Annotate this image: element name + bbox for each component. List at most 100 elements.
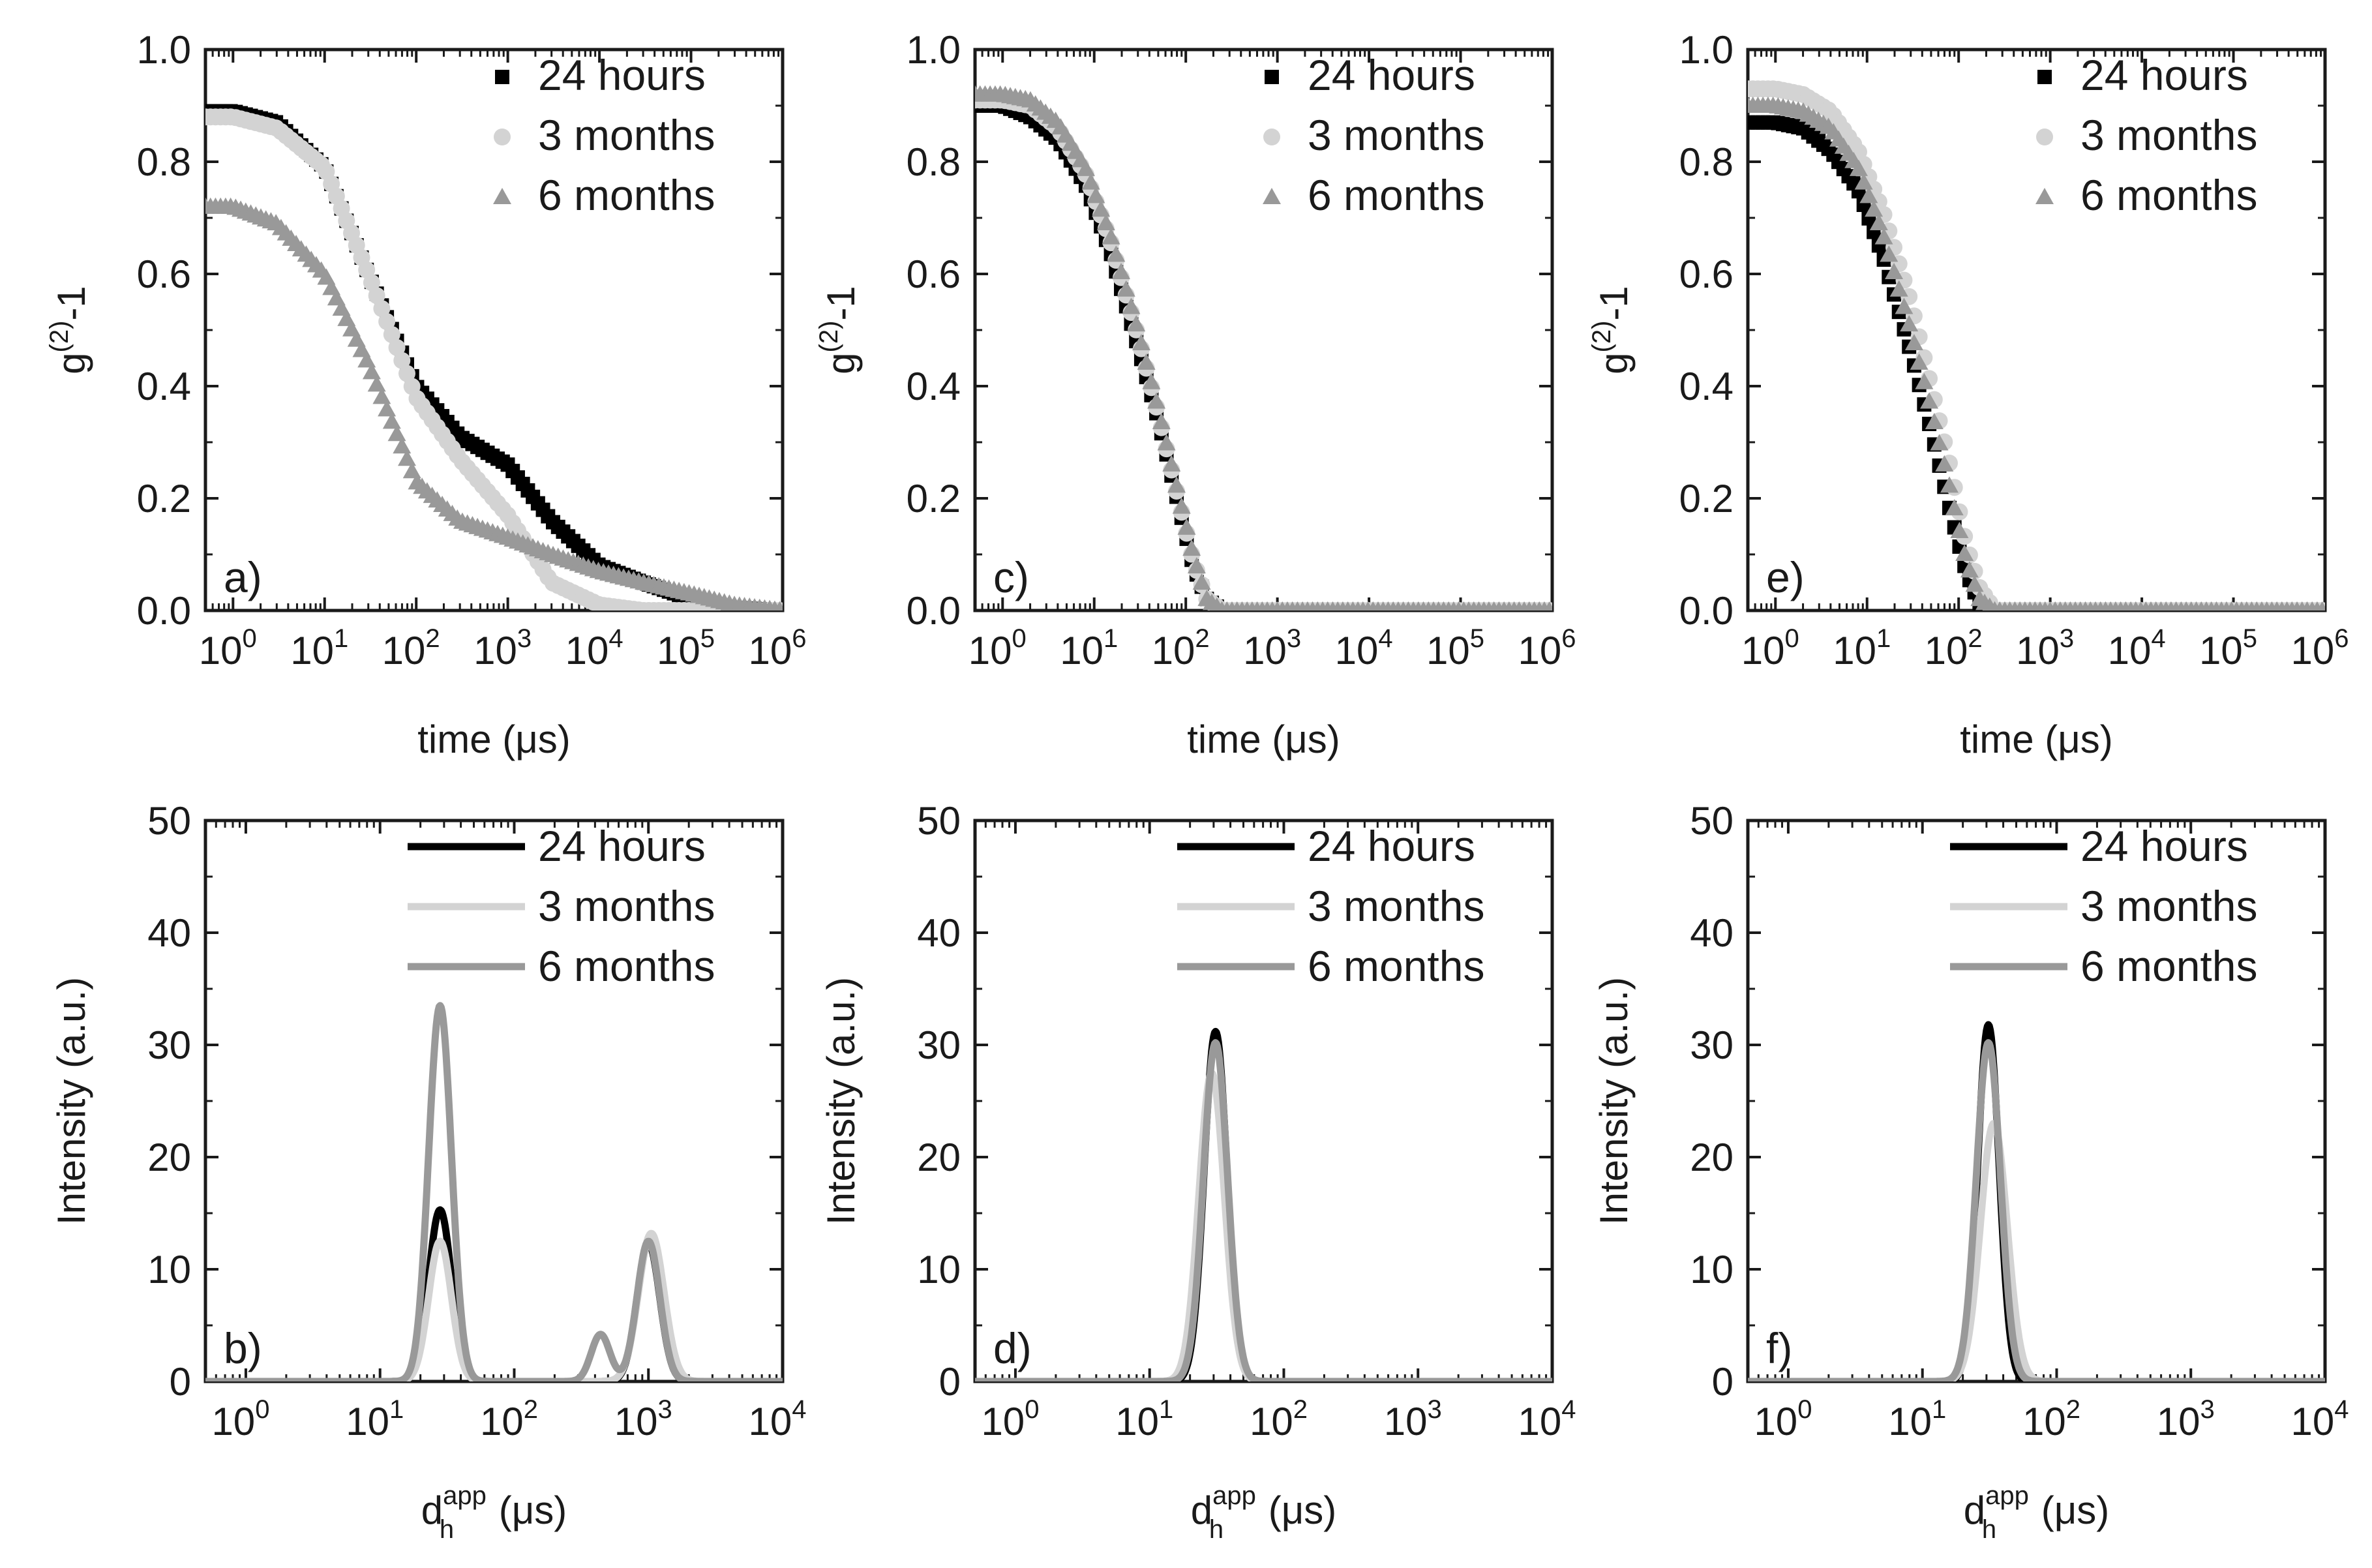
data-point [1900,315,1919,332]
data-point [393,352,411,369]
data-point [1117,280,1135,297]
data-point [1880,245,1899,262]
x-tick-label: 102 [382,624,440,672]
x-tick-label: 103 [1243,624,1301,672]
data-point [1885,263,1904,280]
x-axis-title: dapp h (μs) [1964,1481,2110,1544]
data-point [1925,413,1944,430]
y-tick-label: 0.2 [1679,477,1734,520]
y-tick-label: 10 [147,1248,191,1291]
x-tick-label: 101 [290,624,348,672]
y-axis-title: Intensity (a.u.) [1592,977,1636,1225]
y-axis-title: g(2)-1 [815,286,863,374]
x-tick-label: 100 [981,1395,1039,1443]
data-point [1102,228,1120,245]
legend-label: 24 hours [538,822,706,870]
data-point [1096,213,1115,230]
data-point [1930,434,1949,451]
data-point [1137,353,1156,370]
data-point [393,437,412,454]
x-tick-label: 103 [473,624,532,672]
x-tick-label: 104 [2108,624,2166,672]
legend-label: 6 months [538,171,715,219]
data-point [388,339,406,356]
data-point [1960,561,1979,578]
legend-marker [495,70,509,84]
data-point [1854,173,1873,190]
data-point [1945,499,1964,516]
x-tick-label: 101 [1888,1395,1946,1443]
y-tick-label: 1.0 [1679,28,1734,72]
data-point [2317,601,2325,611]
x-tick-label: 103 [1384,1395,1442,1443]
y-tick-label: 0.6 [907,252,961,296]
panel-label: f) [1766,1324,1792,1372]
x-tick-label: 101 [346,1395,404,1443]
series-layer [205,104,783,611]
data-point [1081,173,1100,190]
data-point [774,601,783,611]
legend-label: 24 hours [1308,822,1475,870]
data-point [397,449,416,466]
y-tick-label: 0.2 [137,477,191,520]
legend-label: 3 months [1308,882,1484,930]
legend-label: 24 hours [538,51,706,99]
data-point [362,363,381,380]
data-point [1950,522,1969,539]
data-point [1865,200,1884,217]
x-tick-label: 102 [1250,1395,1308,1443]
y-tick-label: 0.6 [137,252,191,296]
x-tick-label: 104 [565,624,623,672]
y-tick-label: 40 [1690,911,1734,955]
series-line-6-months [1748,1039,2325,1381]
legend: 24 hours 3 months 6 months [1950,822,2257,990]
series-layer [975,85,1552,611]
x-axis-title: time (μs) [1960,717,2113,761]
data-point [1192,573,1211,590]
y-axis-title: g(2)-1 [1587,286,1636,374]
data-point [1122,297,1141,314]
chart-panel-a: 0.0 0.2 0.4 0.6 0.8 1.0 100 101 102 103 104 105 106 t… [45,28,807,761]
x-tick-label: 102 [2022,1395,2080,1443]
legend-marker [1265,70,1279,84]
x-tick-label: 104 [749,1395,807,1443]
series-layer [975,1027,1552,1381]
panel-label: b) [224,1324,262,1372]
y-tick-label: 40 [147,911,191,955]
legend-label: 3 months [538,111,715,159]
y-tick-label: 10 [917,1248,961,1291]
y-tick-label: 50 [147,799,191,843]
data-point [358,261,376,279]
legend-marker [494,128,511,145]
legend: 24 hours 3 months 6 months [408,822,715,990]
chart-panel-c: 0.0 0.2 0.4 0.6 0.8 1.0 100 101 102 103 104 105 106 t… [815,28,1576,761]
series-line-6-months [205,1002,783,1381]
data-point [368,287,385,305]
data-point [373,300,391,318]
x-tick-label: 105 [2199,624,2257,672]
data-point [387,425,406,442]
x-tick-label: 103 [614,1395,672,1443]
data-point [1940,476,1959,493]
x-tick-label: 102 [480,1395,538,1443]
y-tick-label: 0.8 [137,140,191,184]
data-point [1904,333,1923,350]
x-tick-label: 104 [1518,1395,1576,1443]
series-6-months [975,85,1552,611]
data-point [1112,263,1131,280]
x-axis-title: time (μs) [1187,717,1340,761]
data-point [382,412,401,429]
data-point [1187,557,1206,574]
x-tick-label: 105 [1426,624,1484,672]
series-layer [1748,80,2325,611]
y-axis-title: Intensity (a.u.) [819,977,863,1225]
data-point [1157,434,1176,451]
x-tick-label: 101 [1833,624,1891,672]
y-tick-label: 0.6 [1679,252,1734,296]
x-tick-label: 105 [657,624,715,672]
data-point [1889,280,1908,297]
data-point [1107,245,1126,262]
legend-label: 3 months [2080,882,2257,930]
y-tick-label: 20 [917,1136,961,1179]
data-point [1920,392,1939,409]
